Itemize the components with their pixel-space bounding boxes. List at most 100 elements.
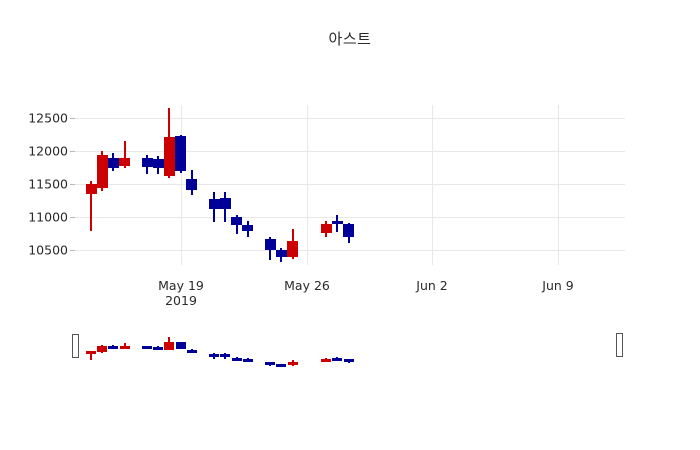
range-selector-candlestick — [276, 325, 287, 375]
range-selector-body — [108, 346, 119, 350]
candlestick[interactable] — [331, 105, 343, 265]
candlestick[interactable] — [320, 105, 332, 265]
candlestick-body — [242, 224, 254, 232]
gridline-vertical — [432, 105, 433, 265]
range-selector-candlestick — [209, 325, 220, 375]
candlestick[interactable] — [152, 105, 164, 265]
range-selector-candlestick — [97, 325, 108, 375]
x-axis-tick-label: Jun 9 — [542, 278, 574, 293]
candlestick[interactable] — [231, 105, 243, 265]
range-selector-candlestick — [119, 325, 130, 375]
range-right-handle[interactable] — [616, 333, 623, 357]
range-selector-body — [86, 351, 96, 355]
candlestick[interactable] — [186, 105, 198, 265]
y-axis-tick-label: 10500 — [28, 242, 68, 258]
candlestick-body — [208, 198, 220, 209]
candlestick-body — [119, 157, 131, 166]
range-selector-body — [332, 358, 343, 362]
candlestick-plot[interactable] — [75, 105, 625, 265]
candlestick-body — [231, 217, 243, 226]
range-selector-candlestick — [287, 325, 298, 375]
x-axis-tick-label: May 19 2019 — [158, 278, 204, 308]
candlestick-body — [141, 157, 153, 168]
range-selector-body — [153, 346, 164, 350]
candlestick-body — [219, 198, 231, 210]
y-axis-tick-label: 12500 — [28, 110, 68, 126]
y-axis-tick-label: 11000 — [28, 209, 68, 225]
y-axis-tick-mark — [70, 151, 75, 153]
range-selector-body — [276, 364, 287, 368]
candlestick[interactable] — [275, 105, 287, 265]
candlestick-body — [343, 224, 355, 238]
range-selector-candlestick — [186, 325, 197, 375]
candlestick-wick — [123, 141, 126, 168]
range-selector-body — [97, 345, 108, 352]
candlestick[interactable] — [242, 105, 254, 265]
page-title: 아스트 — [328, 30, 372, 48]
candlestick-body — [287, 240, 299, 258]
range-selector-body — [175, 342, 186, 349]
gridline-horizontal — [75, 250, 625, 252]
range-selector-candlestick — [231, 325, 242, 375]
candlestick-body — [107, 157, 119, 168]
x-axis-tick-label: May 26 — [284, 278, 330, 293]
gridline-horizontal — [75, 217, 625, 219]
range-selector-candlestick — [86, 325, 96, 375]
candlestick[interactable] — [119, 105, 131, 265]
candlestick[interactable] — [208, 105, 220, 265]
range-selector-body — [164, 342, 175, 350]
candlestick-body — [96, 154, 108, 188]
candlestick-body — [275, 250, 287, 258]
range-selector-body — [186, 350, 197, 354]
range-selector-candlestick — [265, 325, 276, 375]
candlestick-body — [85, 184, 97, 195]
range-selector-candlestick — [142, 325, 152, 375]
gridline-horizontal — [75, 184, 625, 186]
range-selector-body — [119, 346, 130, 350]
candlestick-body — [264, 239, 276, 250]
y-axis-tick-mark — [70, 184, 75, 186]
y-axis-tick-mark — [70, 250, 75, 252]
gridline-vertical — [307, 105, 308, 265]
y-axis-tick-label: 12000 — [28, 143, 68, 159]
range-selector-candlestick — [343, 325, 354, 375]
candlestick[interactable] — [264, 105, 276, 265]
range-selector-body — [287, 362, 298, 366]
range-selector-body — [242, 359, 253, 363]
range-selector-plot[interactable] — [72, 325, 625, 375]
range-selector-candlestick — [321, 325, 332, 375]
candlestick[interactable] — [163, 105, 175, 265]
candlestick[interactable] — [219, 105, 231, 265]
candlestick-body — [186, 179, 198, 190]
y-axis-tick-mark — [70, 118, 75, 120]
candlestick-body — [175, 136, 187, 172]
range-selector-wick — [123, 343, 126, 349]
candlestick[interactable] — [343, 105, 355, 265]
gridline-horizontal — [75, 151, 625, 153]
gridline-vertical — [558, 105, 559, 265]
range-selector-body — [142, 346, 152, 350]
range-selector-candlestick — [164, 325, 175, 375]
range-selector-body — [321, 359, 332, 363]
candlestick[interactable] — [107, 105, 119, 265]
candlestick[interactable] — [287, 105, 299, 265]
candlestick-body — [163, 136, 175, 177]
y-axis-tick-label: 11500 — [28, 176, 68, 192]
range-selector-body — [265, 362, 276, 365]
range-selector-candlestick — [153, 325, 164, 375]
candlestick[interactable] — [96, 105, 108, 265]
range-selector-body — [231, 357, 242, 361]
candlestick[interactable] — [85, 105, 97, 265]
range-selector-candlestick — [242, 325, 253, 375]
range-left-handle[interactable] — [72, 334, 79, 358]
candlestick[interactable] — [175, 105, 187, 265]
candlestick-body — [331, 220, 343, 224]
range-selector-candlestick — [332, 325, 343, 375]
candlestick[interactable] — [141, 105, 153, 265]
candlestick-body — [152, 159, 164, 168]
range-selector-body — [343, 359, 354, 363]
range-selector-wick — [90, 350, 92, 361]
candlestick-wick — [90, 181, 92, 231]
range-selector-candlestick — [175, 325, 186, 375]
